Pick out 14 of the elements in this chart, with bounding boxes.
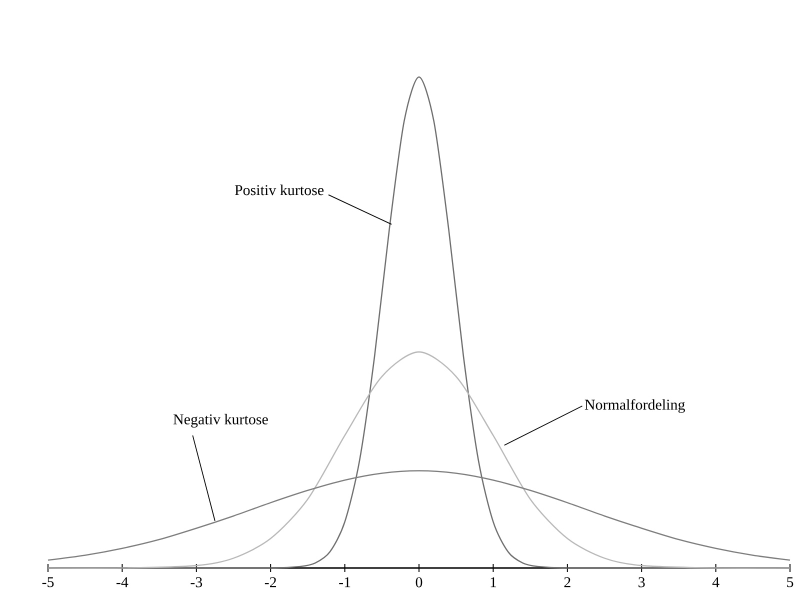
x-tick-label: 4	[712, 577, 720, 588]
x-tick-label: -4	[116, 577, 128, 588]
annotation: Negativ kurtose	[173, 414, 268, 428]
x-tick-label: 2	[564, 577, 570, 588]
x-tick-label: 3	[638, 577, 645, 588]
x-tick-label: -1	[339, 577, 350, 588]
x-tick-label: 1	[490, 577, 496, 588]
x-tick-label: -2	[264, 577, 276, 588]
annotation: Normalfordeling	[584, 399, 685, 413]
x-tick-label: -5	[42, 577, 54, 588]
annotation: Positiv kurtose	[234, 184, 324, 196]
x-tick-label: 5	[787, 577, 794, 588]
x-tick-label: 0	[416, 577, 422, 588]
x-tick-label: -3	[190, 577, 202, 588]
